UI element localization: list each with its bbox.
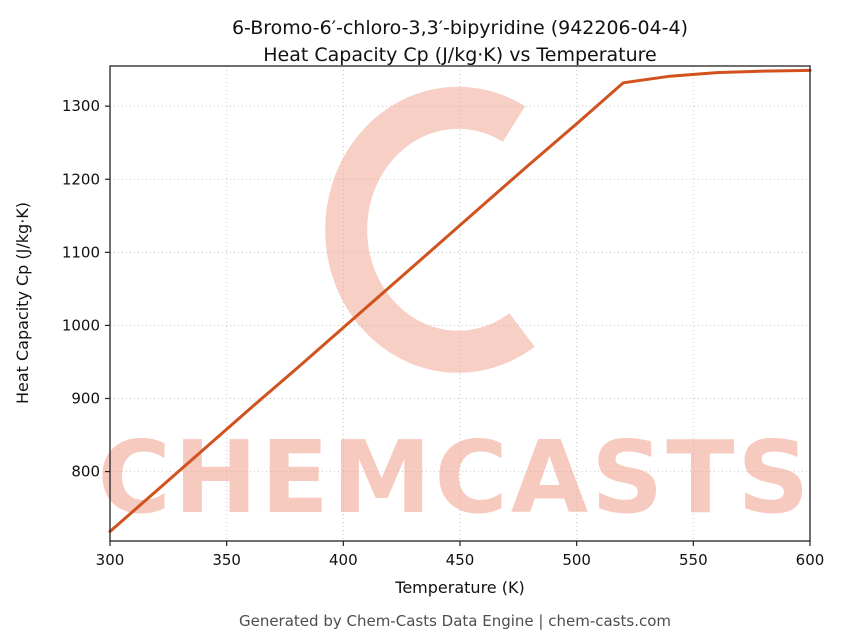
chart-title-line1: 6-Bromo-6′-chloro-3,3′-bipyridine (94220…: [232, 17, 688, 39]
y-tick-label: 800: [71, 463, 100, 481]
data-series: [108, 68, 812, 533]
y-tick-label: 900: [71, 390, 100, 408]
grid: [109, 66, 811, 541]
y-tick-label: 1200: [62, 170, 100, 188]
x-tick-label: 500: [562, 551, 591, 569]
x-tick-label: 400: [329, 551, 358, 569]
y-tick-label: 1000: [62, 316, 100, 334]
watermark-logo-c-icon: [325, 86, 535, 373]
x-tick-label: 600: [796, 551, 825, 569]
x-tick-label: 300: [96, 551, 125, 569]
x-axis-label: Temperature (K): [394, 578, 524, 597]
y-axis-label: Heat Capacity Cp (J/kg·K): [13, 202, 32, 404]
x-tick-label: 550: [679, 551, 708, 569]
footer-text: Generated by Chem-Casts Data Engine | ch…: [239, 612, 671, 630]
y-tick-label: 1100: [62, 243, 100, 261]
series-line: [108, 68, 812, 533]
axis-ticks: 300 350 400 450 500 550 600 800 900 1000 1100 1200 1…: [62, 97, 825, 569]
chart-title-line2: Heat Capacity Cp (J/kg·K) vs Temperature: [263, 44, 657, 66]
x-tick-label: 450: [446, 551, 475, 569]
x-tick-label: 350: [212, 551, 241, 569]
watermark: CHEMCASTS: [98, 86, 813, 536]
y-tick-label: 1300: [62, 97, 100, 115]
watermark-text: CHEMCASTS: [98, 419, 813, 536]
